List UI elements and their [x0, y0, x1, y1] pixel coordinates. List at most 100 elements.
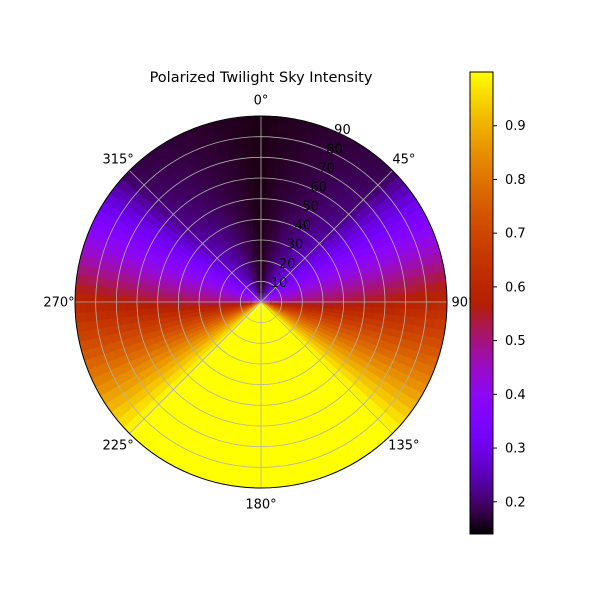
heatmap-cell	[253, 281, 258, 293]
heatmap-cell	[237, 231, 246, 244]
heatmap-cell	[280, 308, 292, 314]
heatmap-cell	[300, 310, 313, 316]
heatmap-cell	[222, 314, 234, 322]
heatmap-cell	[143, 227, 158, 241]
heatmap-cell	[284, 346, 293, 358]
heatmap-cell	[286, 224, 296, 237]
heatmap-cell	[319, 317, 332, 326]
heatmap-cell	[269, 307, 279, 315]
heatmap-cell	[241, 252, 249, 264]
heatmap-cell	[265, 271, 270, 283]
heatmap-cell	[357, 172, 373, 188]
heatmap-cell	[296, 275, 308, 284]
radial-tick-labels: 10 20 30 40 50 60 70 80 90	[271, 123, 351, 291]
heatmap-cell	[231, 323, 241, 334]
heatmap-cell	[308, 276, 320, 284]
heatmap-cell	[338, 244, 352, 257]
heatmap-cell	[265, 394, 273, 406]
heatmap-cell	[304, 250, 316, 261]
heatmap-cell	[210, 262, 222, 272]
heatmap-cell	[303, 234, 314, 247]
heatmap-cell	[307, 391, 319, 405]
heatmap-cell	[301, 220, 313, 233]
heatmap-cell	[274, 316, 284, 326]
heatmap-cell	[261, 300, 272, 302]
heatmap-cell	[302, 393, 314, 407]
heatmap-cell	[291, 299, 303, 303]
heatmap-cell	[332, 292, 345, 299]
heatmap-cell	[238, 316, 248, 326]
heatmap-cell	[247, 352, 254, 364]
heatmap-cell	[208, 197, 220, 211]
heatmap-cell	[299, 347, 311, 359]
heatmap-cell	[197, 332, 210, 343]
heatmap-cell	[290, 329, 301, 340]
heatmap-cell	[238, 350, 246, 362]
heatmap-cell	[247, 177, 256, 190]
heatmap-cell	[221, 284, 233, 292]
heatmap-cell	[230, 222, 240, 235]
theta-tick-label: 315°	[102, 153, 133, 168]
heatmap-cell	[299, 245, 311, 257]
heatmap-cell	[248, 310, 256, 320]
heatmap-cell	[298, 373, 309, 386]
heatmap-cell	[198, 412, 212, 426]
heatmap-cell	[149, 416, 165, 432]
heatmap-cell	[176, 356, 190, 368]
heatmap-cell	[323, 334, 336, 345]
colorbar: 0.2 0.3 0.4 0.5 0.6 0.7 0.8 0.9	[469, 71, 526, 535]
heatmap-cell	[167, 301, 179, 308]
heatmap-cell	[279, 359, 288, 372]
heatmap-cell	[95, 292, 107, 304]
heatmap-cell	[273, 263, 281, 275]
heatmap-cell	[179, 342, 192, 354]
radial-tick-label: 90	[334, 123, 351, 138]
heatmap-cell	[214, 257, 225, 268]
heatmap-cell	[220, 327, 231, 338]
heatmap-cell	[183, 212, 197, 226]
heatmap-cell	[350, 348, 364, 360]
heatmap-cell	[243, 308, 254, 316]
heatmap-cell	[327, 346, 340, 358]
heatmap-cell	[257, 249, 262, 261]
heatmap-cell	[209, 290, 221, 296]
heatmap-cell	[199, 288, 211, 295]
heatmap-cell	[282, 369, 292, 382]
heatmap-cell	[208, 393, 220, 407]
heatmap-cell	[263, 311, 268, 323]
heatmap-cell	[269, 273, 276, 284]
heatmap-cell	[193, 249, 206, 260]
heatmap-cell	[219, 308, 232, 314]
heatmap-cell	[177, 305, 190, 312]
heatmap-cell	[208, 264, 220, 275]
heatmap-cell	[306, 211, 319, 225]
heatmap-cell	[310, 282, 322, 289]
heatmap-cell	[212, 280, 224, 288]
heatmap-cell	[188, 381, 201, 395]
heatmap-cell	[292, 268, 304, 278]
heatmap-cell	[279, 337, 288, 349]
heatmap-cell	[179, 216, 193, 230]
heatmap-cell	[251, 302, 261, 309]
heatmap-cell	[300, 332, 312, 342]
heatmap-cell	[302, 345, 313, 357]
heatmap-cell	[270, 306, 281, 312]
heatmap-cell	[274, 351, 281, 363]
heatmap-cell	[299, 360, 311, 373]
heatmap-cell	[204, 236, 216, 249]
heatmap-cell	[259, 136, 271, 148]
heatmap-cell	[364, 341, 378, 354]
heatmap-cell	[278, 311, 290, 318]
heatmap-cell	[179, 231, 193, 244]
heatmap-cell	[325, 330, 338, 341]
heatmap-cell	[245, 319, 252, 331]
heatmap-cell	[199, 258, 212, 269]
heatmap-cell	[349, 325, 362, 335]
heatmap-cell	[226, 224, 236, 237]
heatmap-cell	[260, 394, 268, 406]
heatmap-cell	[314, 329, 327, 339]
heatmap-cell	[302, 329, 314, 340]
heatmap-cell	[252, 321, 257, 333]
heatmap-cell	[209, 310, 222, 316]
heatmap-cell	[243, 289, 253, 297]
